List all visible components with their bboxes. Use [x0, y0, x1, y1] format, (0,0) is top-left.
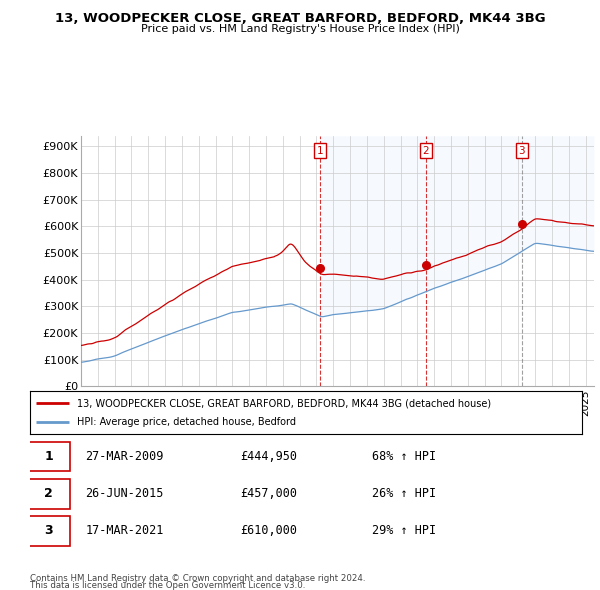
Text: 1: 1	[44, 450, 53, 463]
FancyBboxPatch shape	[27, 516, 70, 546]
Text: 2: 2	[422, 146, 429, 156]
FancyBboxPatch shape	[27, 442, 70, 471]
Text: 3: 3	[44, 525, 53, 537]
Text: 1: 1	[317, 146, 323, 156]
Text: HPI: Average price, detached house, Bedford: HPI: Average price, detached house, Bedf…	[77, 417, 296, 427]
Text: 3: 3	[518, 146, 525, 156]
Text: 27-MAR-2009: 27-MAR-2009	[85, 450, 164, 463]
Text: Price paid vs. HM Land Registry's House Price Index (HPI): Price paid vs. HM Land Registry's House …	[140, 24, 460, 34]
Text: 2: 2	[44, 487, 53, 500]
Text: 26% ↑ HPI: 26% ↑ HPI	[372, 487, 436, 500]
Text: £610,000: £610,000	[240, 525, 297, 537]
Text: 29% ↑ HPI: 29% ↑ HPI	[372, 525, 436, 537]
Text: £457,000: £457,000	[240, 487, 297, 500]
Text: 13, WOODPECKER CLOSE, GREAT BARFORD, BEDFORD, MK44 3BG: 13, WOODPECKER CLOSE, GREAT BARFORD, BED…	[55, 12, 545, 25]
Text: This data is licensed under the Open Government Licence v3.0.: This data is licensed under the Open Gov…	[30, 581, 305, 590]
Text: Contains HM Land Registry data © Crown copyright and database right 2024.: Contains HM Land Registry data © Crown c…	[30, 574, 365, 583]
Text: 68% ↑ HPI: 68% ↑ HPI	[372, 450, 436, 463]
Text: 13, WOODPECKER CLOSE, GREAT BARFORD, BEDFORD, MK44 3BG (detached house): 13, WOODPECKER CLOSE, GREAT BARFORD, BED…	[77, 398, 491, 408]
Text: £444,950: £444,950	[240, 450, 297, 463]
Text: 17-MAR-2021: 17-MAR-2021	[85, 525, 164, 537]
Text: 26-JUN-2015: 26-JUN-2015	[85, 487, 164, 500]
FancyBboxPatch shape	[27, 479, 70, 509]
